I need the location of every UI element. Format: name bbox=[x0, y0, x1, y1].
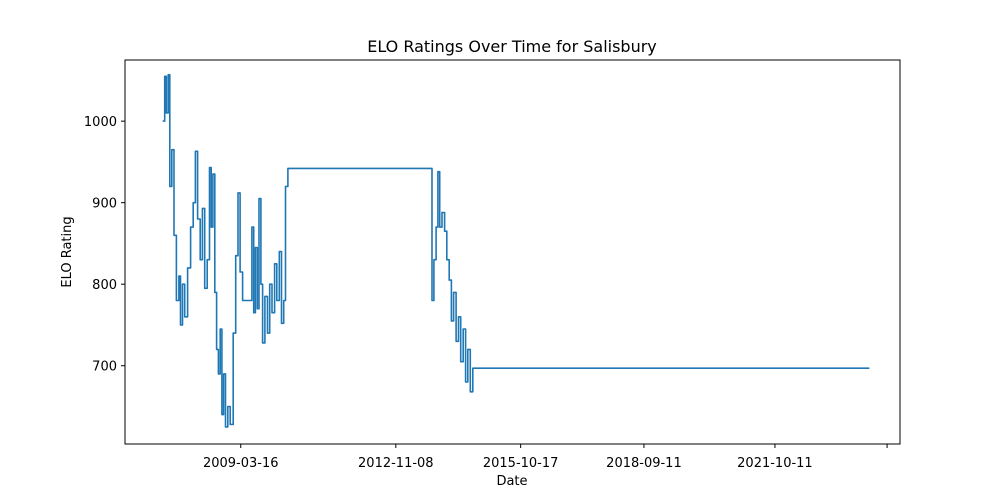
x-tick-label: 2018-09-11 bbox=[606, 456, 682, 471]
y-axis-ticks: 700 800 900 1000 bbox=[84, 115, 125, 375]
x-tick-label: 2009-03-16 bbox=[203, 456, 279, 471]
y-tick-label: 900 bbox=[92, 197, 117, 212]
y-tick-label: 700 bbox=[92, 360, 117, 375]
plot-area bbox=[162, 73, 870, 428]
chart-title: ELO Ratings Over Time for Salisbury bbox=[367, 37, 657, 56]
x-tick-label: 2015-10-17 bbox=[483, 456, 559, 471]
series-line-salisbury bbox=[162, 73, 870, 428]
axes-frame bbox=[124, 59, 901, 445]
x-axis-label: Date bbox=[496, 474, 527, 489]
x-tick-label: 2012-11-08 bbox=[358, 456, 434, 471]
y-tick-label: 1000 bbox=[84, 115, 117, 130]
x-axis-ticks: 2009-03-16 2012-11-08 2015-10-17 2018-09-11… bbox=[203, 444, 888, 471]
y-tick-label: 800 bbox=[92, 278, 117, 293]
x-tick-label: 2021-10-11 bbox=[737, 456, 813, 471]
y-axis-label: ELO Rating bbox=[60, 216, 75, 287]
